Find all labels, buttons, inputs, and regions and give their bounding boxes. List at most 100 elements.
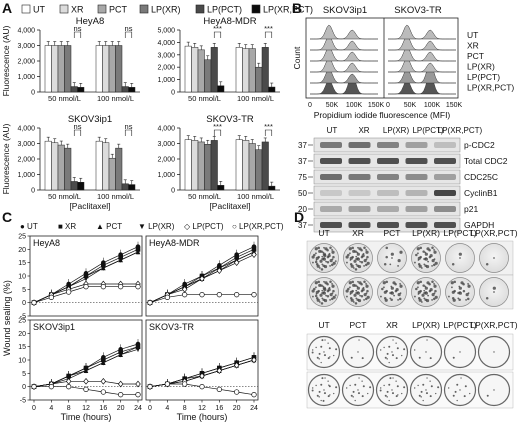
colony	[458, 286, 462, 290]
bar	[108, 157, 116, 191]
colony	[415, 287, 418, 291]
colony	[426, 281, 430, 285]
colony	[454, 390, 457, 393]
marker-lp-xr	[101, 360, 106, 366]
colony	[361, 288, 365, 292]
flow-histogram	[388, 24, 456, 40]
y-tick-label: 20	[18, 331, 26, 338]
colony	[354, 383, 357, 386]
colony	[390, 252, 394, 256]
blot-band	[348, 222, 371, 228]
colony	[398, 297, 402, 301]
colony	[335, 386, 338, 389]
colony	[417, 286, 419, 289]
bar	[70, 86, 78, 93]
legend-swatch-3	[139, 4, 149, 14]
colony	[389, 291, 392, 295]
bar	[121, 86, 129, 93]
colony	[320, 268, 324, 271]
colony	[323, 246, 325, 249]
flow-histogram	[388, 35, 456, 51]
colony	[321, 291, 324, 295]
colony	[321, 289, 324, 292]
marker-lp-pct	[117, 380, 124, 388]
colony	[383, 262, 387, 266]
dish-plate-row	[306, 240, 514, 276]
colony	[357, 280, 359, 283]
sig-bracket	[124, 129, 133, 136]
colony	[437, 386, 440, 389]
colony	[358, 339, 360, 341]
x-tick-label: 100 nmol/L	[237, 192, 274, 201]
colony	[450, 281, 454, 285]
colony	[390, 285, 393, 288]
colony	[452, 356, 455, 359]
marker-lp-xr-pct	[199, 292, 205, 298]
colony	[465, 299, 467, 301]
panel-letter-b: B	[292, 0, 302, 16]
colony	[430, 385, 433, 388]
colony	[311, 349, 314, 351]
colony	[315, 346, 317, 349]
colony	[365, 258, 368, 261]
blot-band	[405, 174, 428, 180]
colony	[346, 261, 348, 264]
colony	[352, 390, 355, 393]
colony	[393, 294, 396, 297]
bar	[268, 86, 276, 93]
x-axis-label: Time (hours)	[61, 412, 112, 422]
colony	[318, 249, 322, 253]
colony	[456, 383, 459, 386]
panel-b: B SKOV3ip1 SKOV3-TR Count 0 0 50K 50K 100K 100K 15…	[292, 0, 514, 233]
colony	[355, 297, 358, 300]
marker-lp-xr-pct	[118, 284, 124, 290]
y-tick-label: 2,000	[17, 157, 35, 164]
sig-label: ns	[125, 24, 133, 33]
colony	[318, 396, 320, 398]
colony	[345, 387, 348, 389]
flow-x-tick: 100K	[346, 102, 363, 109]
marker-lp-xr	[101, 265, 106, 271]
marker-lp-xr-pct	[31, 300, 37, 306]
colony	[356, 252, 360, 256]
colony	[380, 295, 382, 298]
colony	[417, 259, 420, 261]
bar	[64, 45, 72, 93]
dish-column-label: LP(XR,PCT)	[470, 320, 517, 330]
y-tick-label: 0	[22, 384, 26, 391]
colony	[349, 252, 351, 255]
bar	[204, 144, 212, 191]
y-tick-label: 3,000	[157, 141, 175, 148]
marker-lp-pct	[100, 377, 107, 385]
flow-x-tick: 50K	[326, 102, 339, 109]
colony	[383, 384, 385, 387]
marker-lp-xr-pct	[216, 386, 222, 392]
bar	[95, 45, 103, 93]
bar	[128, 87, 136, 93]
marker-lp-xr-pct	[135, 392, 141, 398]
colony	[316, 394, 319, 397]
colony	[432, 263, 436, 267]
colony	[366, 261, 370, 265]
colony	[361, 380, 363, 382]
colony	[323, 280, 325, 283]
colony	[397, 259, 401, 263]
colony	[329, 280, 332, 284]
y-tick-label: 5	[22, 371, 26, 378]
colony	[363, 299, 365, 301]
colony	[422, 284, 425, 287]
x-tick-label: 20	[233, 405, 241, 412]
colony	[322, 399, 325, 402]
colony	[459, 257, 461, 259]
colony	[315, 259, 318, 261]
colony	[357, 389, 359, 391]
legend-label-a-3: LP(XR)	[151, 5, 181, 15]
colony	[462, 289, 466, 293]
bar	[191, 140, 199, 191]
colony	[379, 389, 382, 392]
colony	[433, 283, 435, 285]
bar	[121, 183, 129, 191]
blot-band	[405, 222, 428, 228]
colony	[466, 297, 470, 301]
colony	[426, 339, 428, 341]
